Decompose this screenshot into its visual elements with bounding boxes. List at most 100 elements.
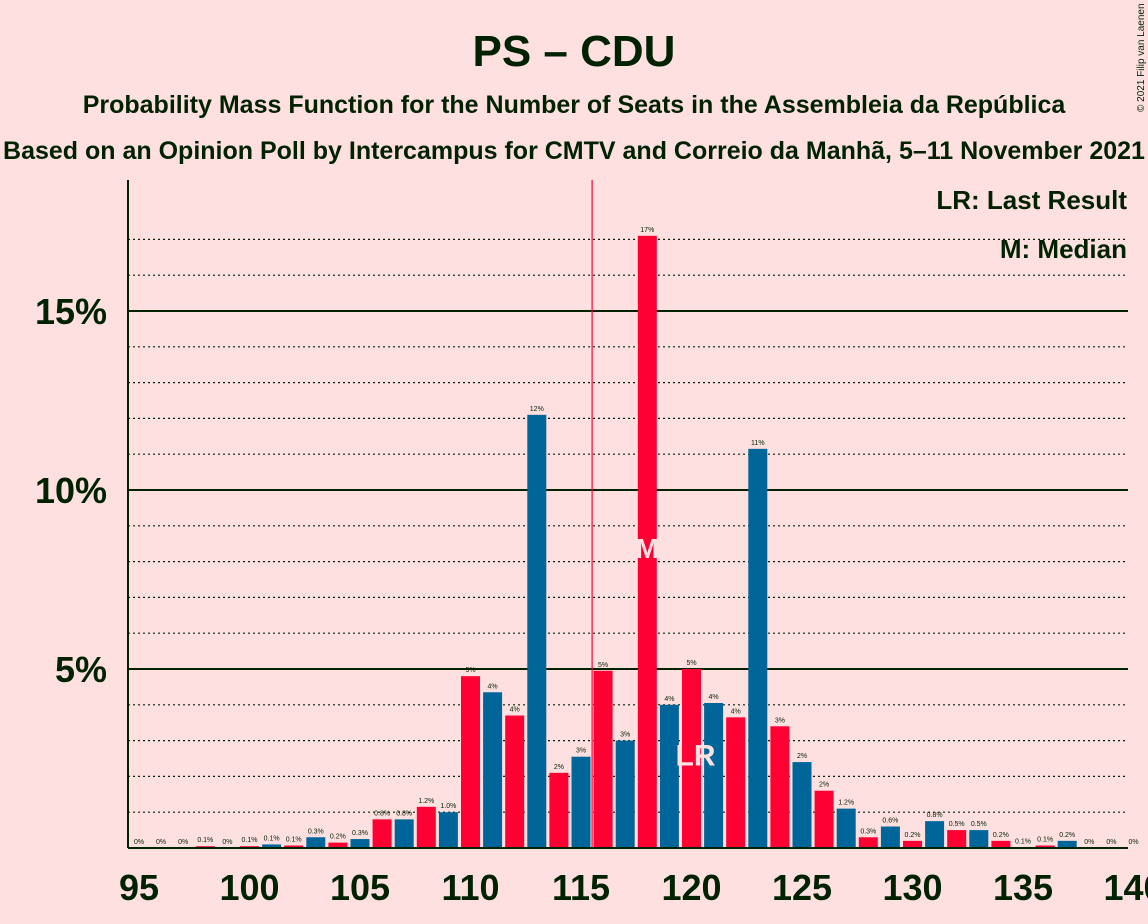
bar-seat-129 — [880, 826, 900, 848]
bar-seat-125 — [792, 762, 812, 848]
bar-label-seat-95: 0% — [134, 839, 144, 846]
bar-seat-115 — [571, 756, 591, 848]
bar-label-seat-126: 2% — [819, 782, 829, 789]
bar-label-seat-116: 5% — [598, 662, 608, 669]
x-tick-label: 100 — [219, 867, 279, 908]
x-tick-label: 95 — [119, 867, 159, 908]
bar-seat-131 — [925, 821, 945, 848]
bar-seat-118 — [637, 235, 657, 848]
legend-median: M: Median — [1000, 234, 1127, 264]
bar-label-seat-120: 5% — [686, 660, 696, 667]
chart-subtitle-2: Based on an Opinion Poll by Intercampus … — [3, 137, 1145, 165]
bar-seat-120 — [682, 669, 701, 848]
bar-seat-123 — [748, 448, 768, 848]
bar-seat-126 — [814, 790, 834, 848]
bar-label-seat-123: 11% — [751, 440, 765, 447]
x-tick-label: 105 — [330, 867, 390, 908]
bar-label-seat-140: 0% — [1128, 839, 1138, 846]
bar-seat-111 — [483, 692, 503, 848]
bar-seat-108 — [416, 806, 436, 848]
x-tick-label: 135 — [993, 867, 1053, 908]
y-tick-label: 15% — [35, 291, 107, 332]
bar-seat-132 — [947, 830, 967, 848]
copyright: © 2021 Filip van Laenen — [1136, 3, 1147, 112]
bar-seat-101 — [262, 844, 282, 848]
x-tick-label: 130 — [882, 867, 942, 908]
bar-label-seat-101: 0.1% — [264, 835, 280, 842]
bar-label-seat-131: 0.8% — [927, 812, 943, 819]
bar-label-seat-122: 4% — [731, 708, 741, 715]
chart-title: PS – CDU — [473, 27, 676, 76]
bar-seat-128 — [858, 837, 878, 848]
x-tick-label: 125 — [772, 867, 832, 908]
bar-label-seat-106: 0.8% — [374, 810, 390, 817]
bar-label-seat-102: 0.1% — [286, 836, 302, 843]
bar-label-seat-113: 12% — [530, 406, 544, 413]
bar-seat-136 — [1035, 845, 1055, 848]
bar-label-seat-114: 2% — [554, 764, 564, 771]
bar-label-seat-124: 3% — [775, 717, 785, 724]
bar-seat-127 — [836, 808, 856, 848]
y-tick-label: 5% — [55, 649, 107, 690]
bar-seat-112 — [505, 715, 525, 848]
bar-label-seat-99: 0% — [222, 839, 232, 846]
x-tick-label: 115 — [552, 867, 610, 908]
x-tick-label: 110 — [441, 867, 499, 908]
bar-label-seat-119: 4% — [664, 696, 674, 703]
bar-seat-113 — [527, 414, 547, 848]
bar-label-seat-133: 0.5% — [971, 821, 987, 828]
bar-seat-137 — [1057, 840, 1077, 848]
chart-subtitle: Probability Mass Function for the Number… — [83, 91, 1067, 119]
bar-label-seat-104: 0.2% — [330, 834, 346, 841]
bar-seat-130 — [903, 840, 922, 848]
bar-label-seat-108: 1.2% — [418, 798, 434, 805]
bar-seat-103 — [306, 837, 326, 848]
bar-label-seat-135: 0.1% — [1015, 838, 1031, 845]
bar-seat-110 — [461, 676, 480, 848]
median-marker: M — [636, 533, 659, 564]
legend-last-result: LR: Last Result — [936, 185, 1127, 215]
bar-label-seat-109: 1.0% — [440, 803, 456, 810]
bar-label-seat-128: 0.3% — [860, 828, 876, 835]
bar-seat-109 — [438, 812, 458, 848]
markers: M LR — [591, 180, 716, 848]
bar-seat-117 — [615, 740, 635, 848]
bar-label-seat-132: 0.5% — [949, 821, 965, 828]
bar-label-seat-129: 0.6% — [882, 818, 898, 825]
bar-label-seat-110: 5% — [465, 667, 475, 674]
bar-seat-116 — [593, 670, 613, 848]
bar-seat-122 — [726, 717, 746, 848]
axes: 5% 10% 15% 95 100 105 110 115 120 125 130 135 140 — [35, 180, 1148, 908]
bar-label-seat-138: 0% — [1084, 839, 1094, 846]
y-tick-label: 10% — [35, 470, 107, 511]
bar-labels: 0% 0% 0% 0.1% 0% 0.1% 0.1% 0.1% 0.3% 0.2% 0.3% 0.8%… — [134, 227, 1139, 846]
bar-label-seat-115: 3% — [576, 748, 586, 755]
bar-seat-134 — [991, 840, 1011, 848]
bar-label-seat-125: 2% — [797, 753, 807, 760]
bar-label-seat-107: 0.8% — [396, 810, 412, 817]
bar-seat-102 — [284, 845, 304, 848]
bar-label-seat-103: 0.3% — [308, 828, 324, 835]
bar-label-seat-97: 0% — [178, 839, 188, 846]
bar-seat-121 — [704, 703, 724, 848]
bar-seat-114 — [549, 772, 569, 848]
bar-seat-106 — [372, 819, 392, 848]
bar-seat-104 — [328, 842, 348, 848]
bar-label-seat-105: 0.3% — [352, 830, 368, 837]
bar-label-seat-98: 0.1% — [197, 837, 213, 844]
grid — [128, 238, 1128, 813]
bar-label-seat-136: 0.1% — [1037, 836, 1053, 843]
bar-seat-105 — [350, 839, 370, 848]
bar-label-seat-117: 3% — [620, 732, 630, 739]
x-tick-label: 140 — [1103, 867, 1148, 908]
last-result-marker: LR — [676, 740, 716, 773]
bar-seat-119 — [659, 704, 679, 848]
bar-label-seat-137: 0.2% — [1059, 832, 1075, 839]
bar-label-seat-111: 4% — [488, 683, 498, 690]
bar-label-seat-139: 0% — [1106, 839, 1116, 846]
bar-label-seat-112: 4% — [510, 707, 520, 714]
bar-label-seat-121: 4% — [709, 694, 719, 701]
bar-seat-107 — [394, 819, 414, 848]
bar-seat-124 — [770, 726, 790, 848]
